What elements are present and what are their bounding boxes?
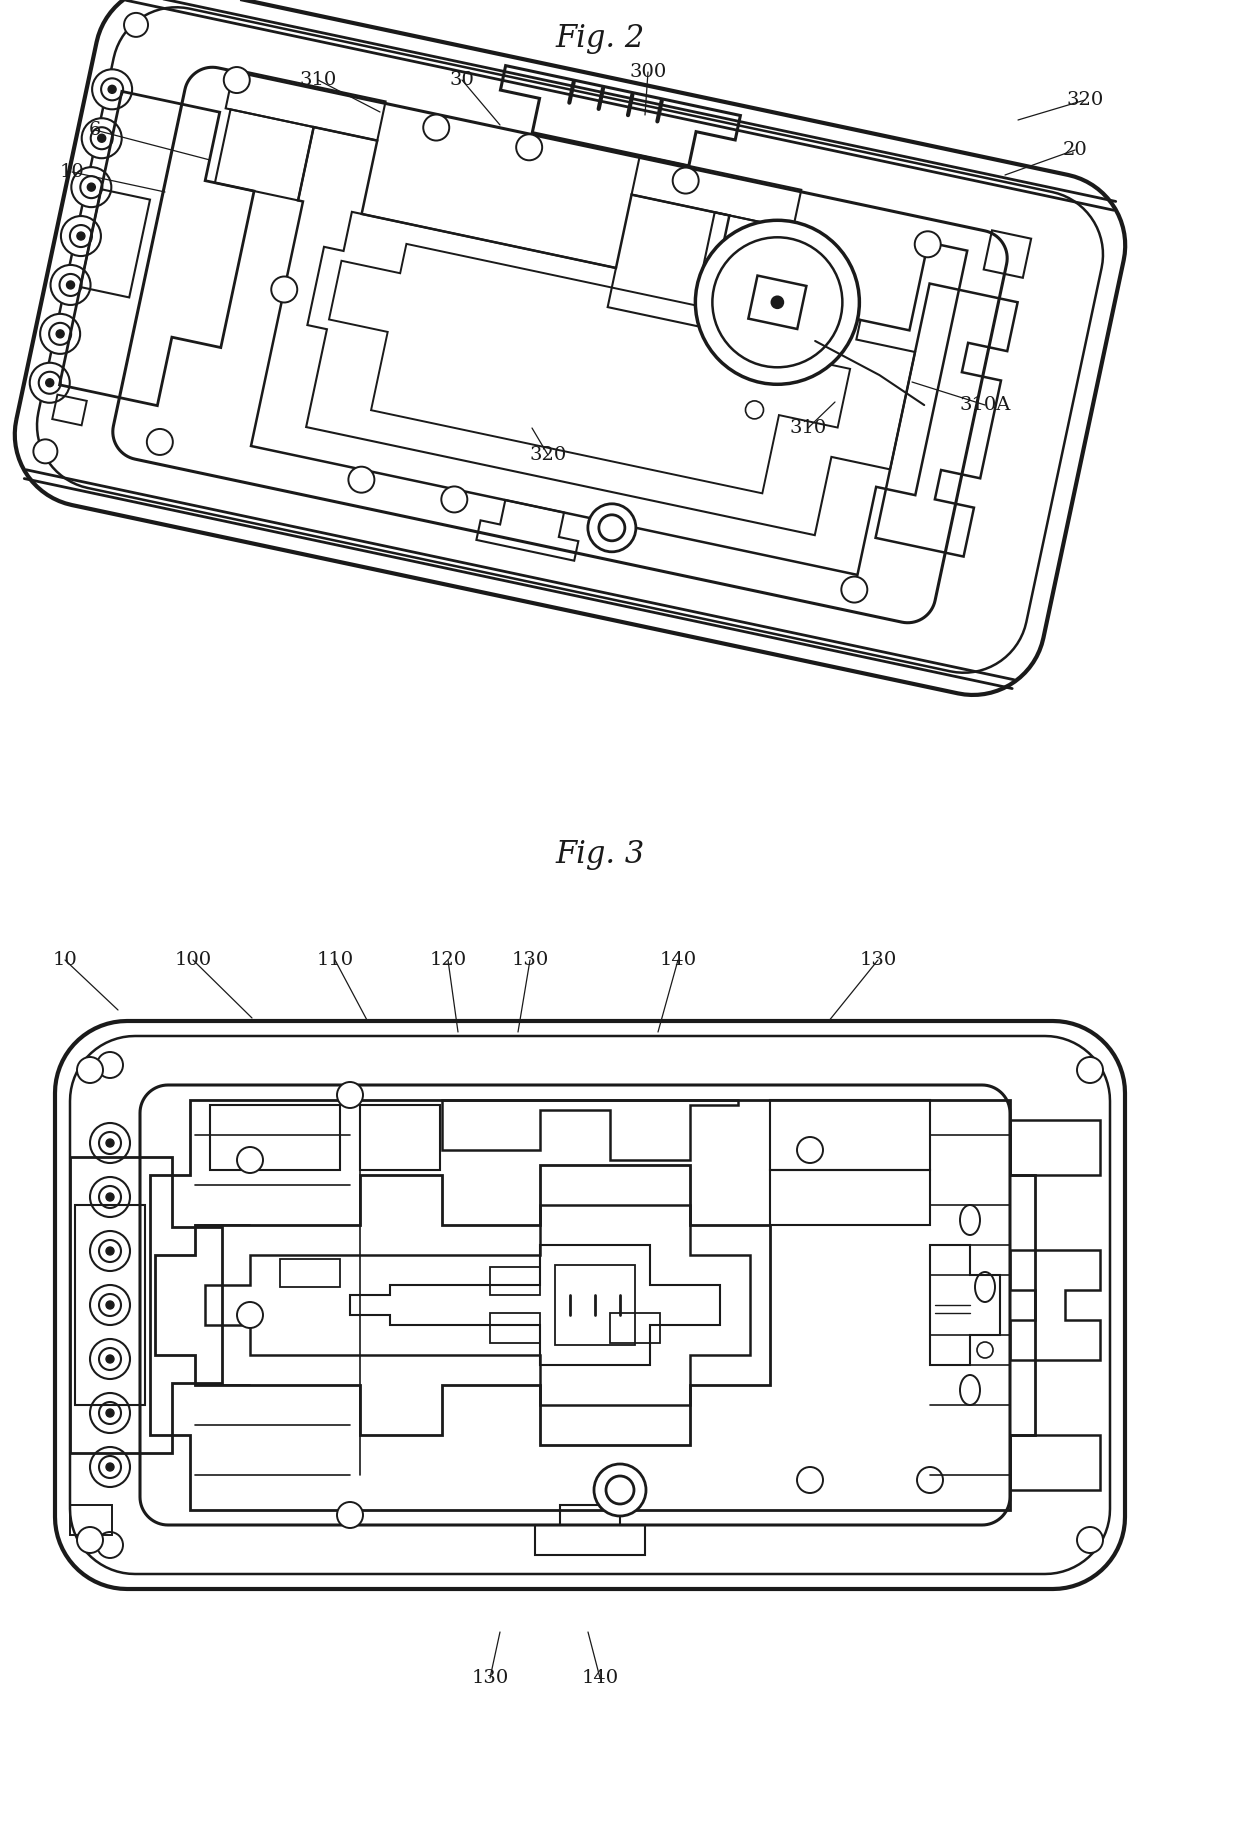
Circle shape <box>91 1124 130 1164</box>
Circle shape <box>237 1301 263 1329</box>
Circle shape <box>99 1457 122 1479</box>
Circle shape <box>105 1462 114 1471</box>
Circle shape <box>146 428 172 456</box>
Circle shape <box>91 1340 130 1380</box>
Circle shape <box>745 401 764 419</box>
Circle shape <box>337 1502 363 1528</box>
Circle shape <box>91 128 113 150</box>
Circle shape <box>915 231 941 258</box>
Circle shape <box>30 362 69 403</box>
Circle shape <box>99 1133 122 1155</box>
Circle shape <box>99 1241 122 1263</box>
Text: Fig. 2: Fig. 2 <box>556 22 645 53</box>
Text: 110: 110 <box>316 952 353 970</box>
Circle shape <box>105 1354 114 1363</box>
Circle shape <box>72 167 112 207</box>
Circle shape <box>598 520 624 545</box>
Circle shape <box>771 296 784 307</box>
Text: Fig. 3: Fig. 3 <box>556 840 645 871</box>
Circle shape <box>91 1232 130 1272</box>
Circle shape <box>92 70 133 110</box>
Text: 310: 310 <box>790 419 827 437</box>
Circle shape <box>81 176 103 198</box>
Text: 310: 310 <box>299 71 336 90</box>
Circle shape <box>91 1177 130 1217</box>
Text: 140: 140 <box>582 1669 619 1687</box>
Circle shape <box>82 119 122 157</box>
Text: 300: 300 <box>630 62 667 81</box>
Circle shape <box>606 1477 634 1504</box>
Circle shape <box>67 282 74 289</box>
Circle shape <box>91 1448 130 1488</box>
Text: 140: 140 <box>660 952 697 970</box>
Circle shape <box>272 276 298 302</box>
Circle shape <box>337 1082 363 1107</box>
Text: 130: 130 <box>511 952 548 970</box>
Circle shape <box>918 1468 942 1493</box>
Circle shape <box>712 238 842 368</box>
Text: 310A: 310A <box>960 395 1011 414</box>
Circle shape <box>60 274 82 296</box>
Circle shape <box>797 1136 823 1164</box>
Circle shape <box>594 1464 646 1515</box>
Circle shape <box>841 576 867 602</box>
Circle shape <box>348 467 374 492</box>
Circle shape <box>51 265 91 306</box>
Circle shape <box>105 1138 114 1147</box>
Circle shape <box>672 168 698 194</box>
Circle shape <box>1078 1058 1104 1083</box>
Text: 10: 10 <box>60 163 84 181</box>
Circle shape <box>46 379 53 386</box>
Circle shape <box>99 1294 122 1316</box>
Circle shape <box>696 220 859 384</box>
Circle shape <box>33 439 57 463</box>
Circle shape <box>105 1301 114 1308</box>
Text: 320: 320 <box>529 447 567 465</box>
Circle shape <box>102 79 123 101</box>
Text: 6: 6 <box>89 121 102 139</box>
Circle shape <box>97 1052 123 1078</box>
Text: 130: 130 <box>471 1669 508 1687</box>
Circle shape <box>40 315 81 353</box>
Circle shape <box>69 225 92 247</box>
Text: 120: 120 <box>429 952 466 970</box>
Circle shape <box>599 514 625 542</box>
Circle shape <box>105 1409 114 1416</box>
Circle shape <box>38 371 61 393</box>
Text: 20: 20 <box>1063 141 1087 159</box>
Circle shape <box>588 503 636 553</box>
Circle shape <box>98 134 105 143</box>
Circle shape <box>77 1526 103 1554</box>
Circle shape <box>77 1058 103 1083</box>
Text: 100: 100 <box>175 952 212 970</box>
Circle shape <box>797 1468 823 1493</box>
Circle shape <box>124 13 148 37</box>
Circle shape <box>56 329 64 339</box>
Circle shape <box>87 183 95 190</box>
Circle shape <box>61 216 100 256</box>
Circle shape <box>50 322 71 344</box>
Text: 10: 10 <box>52 952 77 970</box>
Circle shape <box>423 115 449 141</box>
Circle shape <box>99 1349 122 1371</box>
Circle shape <box>108 86 117 93</box>
Circle shape <box>99 1402 122 1424</box>
Circle shape <box>105 1193 114 1200</box>
Circle shape <box>77 232 84 240</box>
Circle shape <box>91 1393 130 1433</box>
Text: 30: 30 <box>450 71 475 90</box>
Circle shape <box>516 134 542 161</box>
Circle shape <box>1078 1526 1104 1554</box>
Circle shape <box>97 1532 123 1557</box>
Circle shape <box>105 1246 114 1255</box>
Circle shape <box>91 1285 130 1325</box>
Circle shape <box>237 1147 263 1173</box>
Text: 320: 320 <box>1066 92 1104 110</box>
Circle shape <box>99 1186 122 1208</box>
Circle shape <box>223 68 249 93</box>
Text: 130: 130 <box>859 952 897 970</box>
Circle shape <box>977 1341 993 1358</box>
Circle shape <box>441 487 467 512</box>
